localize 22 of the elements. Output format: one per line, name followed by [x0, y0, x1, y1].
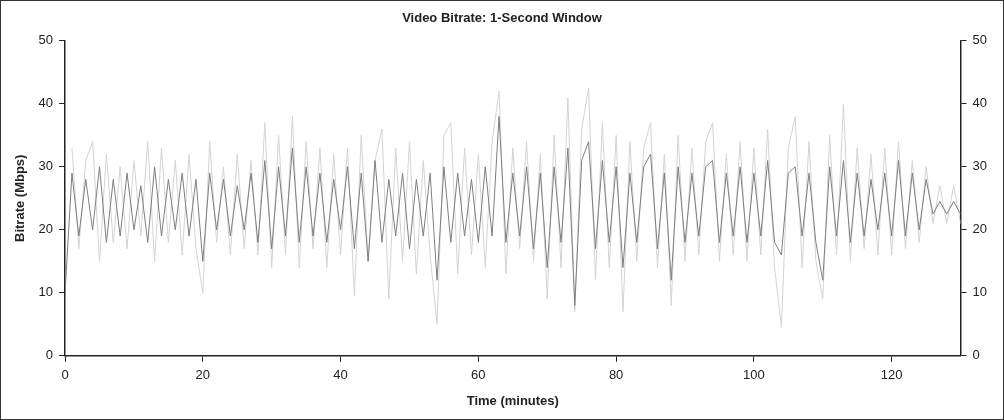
y-tick-label: 30	[38, 158, 54, 174]
y2-tick-label: 40	[972, 95, 988, 111]
y-tick-label: 40	[38, 95, 54, 111]
y2-tick-label: 30	[972, 158, 988, 174]
y-tick-label: 50	[38, 32, 54, 48]
y2-tick-label: 10	[972, 284, 988, 300]
y-axis-title: Bitrate (Mbps)	[12, 154, 28, 242]
x-tick-label: 120	[880, 367, 903, 383]
y-tick-label: 20	[38, 221, 54, 237]
y2-tick-label: 0	[972, 347, 980, 363]
x-tick-label: 0	[61, 367, 69, 383]
chart-title: Video Bitrate: 1-Second Window	[401, 10, 603, 25]
y2-tick-label: 20	[972, 221, 988, 237]
y2-tick-label: 50	[972, 32, 988, 48]
x-tick-label: 80	[608, 367, 624, 383]
x-tick-label: 60	[471, 367, 486, 383]
y-tick-label: 0	[45, 347, 54, 363]
x-tick-label: 40	[333, 367, 348, 383]
y-tick-label: 10	[38, 284, 54, 300]
x-tick-label: 100	[743, 367, 765, 383]
x-tick-label: 20	[195, 367, 211, 383]
x-axis-title: Time (minutes)	[466, 392, 559, 408]
